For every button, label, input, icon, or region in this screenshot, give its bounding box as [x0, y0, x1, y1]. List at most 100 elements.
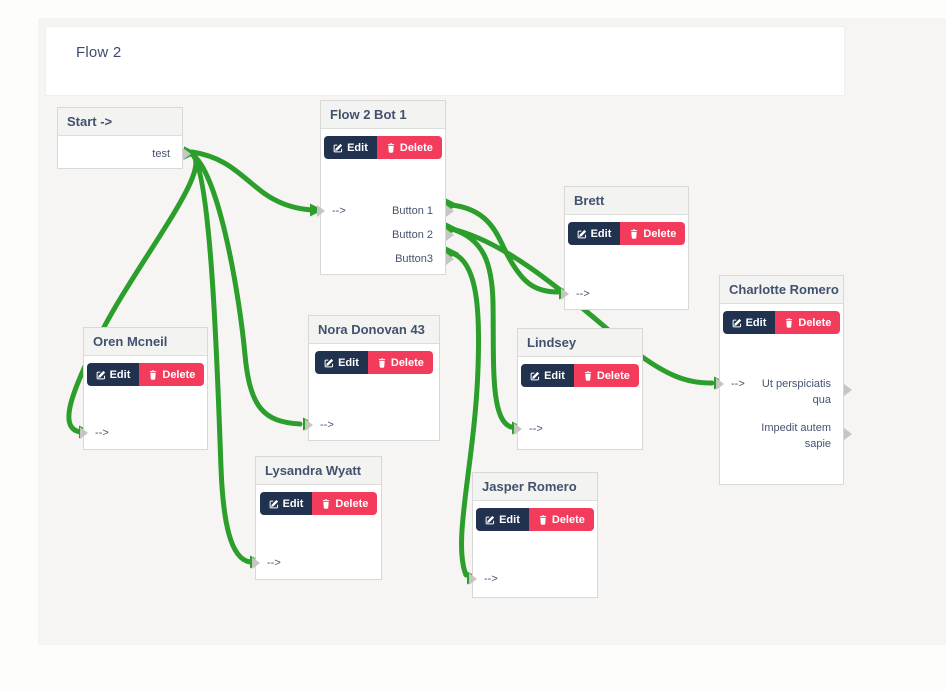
node-actions: Edit Delete	[256, 492, 381, 515]
delete-button-label: Delete	[551, 513, 585, 526]
delete-button[interactable]: Delete	[139, 363, 205, 386]
input-port[interactable]: -->	[317, 199, 346, 223]
node-actions: Edit Delete	[473, 508, 597, 531]
node-title: Lindsey	[518, 329, 642, 357]
delete-button-label: Delete	[162, 368, 196, 381]
delete-button-label: Delete	[390, 356, 424, 369]
input-port-triangle-icon	[305, 419, 313, 431]
node-actions: Edit Delete	[565, 222, 688, 245]
node-title: Flow 2 Bot 1	[321, 101, 445, 129]
output-port[interactable]: Button3	[395, 247, 454, 271]
input-ports: -->	[469, 567, 498, 591]
delete-button-label: Delete	[335, 497, 369, 510]
ports: -->	[305, 413, 439, 437]
flow-node-brett[interactable]: Brett Edit Delete -->	[561, 186, 689, 310]
input-port-label: -->	[332, 205, 346, 217]
edit-icon	[732, 318, 742, 328]
input-port-label: -->	[320, 419, 334, 431]
edit-icon	[577, 229, 587, 239]
output-port[interactable]: Button 1	[392, 199, 454, 223]
edit-button-label: Edit	[745, 316, 767, 329]
input-ports: -->	[716, 372, 745, 460]
connection-edge-start-test-to-oren-in[interactable]	[66, 151, 199, 435]
input-port-label: -->	[484, 573, 498, 585]
input-port[interactable]: -->	[469, 567, 498, 591]
output-port-label: Button 2	[392, 229, 433, 241]
trash-icon	[538, 514, 548, 525]
output-port-triangle-icon	[446, 253, 454, 265]
flow-node-flow2bot1[interactable]: Flow 2 Bot 1 Edit Delete --> Button 1 Button …	[317, 100, 454, 275]
trash-icon	[148, 369, 158, 380]
input-port[interactable]: -->	[80, 421, 109, 445]
connection-edge-start-test-to-lysandra-in[interactable]	[189, 151, 253, 565]
flow-node-lindsey[interactable]: Lindsey Edit Delete -->	[514, 328, 643, 450]
output-port[interactable]: Button 2	[392, 223, 454, 247]
edit-icon	[333, 143, 343, 153]
node-title: Charlotte Romero	[720, 276, 843, 304]
flow-node-oren[interactable]: Oren Mcneil Edit Delete -->	[80, 327, 208, 450]
delete-button[interactable]: Delete	[528, 508, 594, 531]
flow-node-nora[interactable]: Nora Donovan 43 Edit Delete -->	[305, 315, 440, 441]
node-title: Brett	[565, 187, 688, 215]
output-port-triangle-icon	[844, 384, 852, 396]
output-port-label: Ut perspiciatis qua	[761, 378, 831, 406]
delete-button-label: Delete	[643, 227, 677, 240]
input-port[interactable]: -->	[252, 551, 281, 575]
delete-button[interactable]: Delete	[573, 364, 639, 387]
output-port[interactable]: Impedit autem sapie	[759, 416, 852, 460]
input-port[interactable]: -->	[305, 413, 334, 437]
output-port[interactable]: test	[152, 142, 191, 166]
output-port-triangle-icon	[844, 428, 852, 440]
connection-edge-start-test-to-flow2bot1-in[interactable]	[189, 149, 315, 213]
input-port[interactable]: -->	[561, 282, 590, 306]
edit-button-label: Edit	[282, 497, 304, 510]
flow-node-start[interactable]: Start -> test	[57, 107, 191, 169]
flow-node-lysandra[interactable]: Lysandra Wyatt Edit Delete -->	[252, 456, 382, 580]
edit-button[interactable]: Edit	[567, 222, 621, 245]
delete-button[interactable]: Delete	[620, 222, 686, 245]
edit-button[interactable]: Edit	[476, 508, 529, 531]
input-port-label: -->	[576, 288, 590, 300]
edit-button[interactable]: Edit	[259, 492, 313, 515]
node-title: Start ->	[58, 108, 182, 136]
input-port[interactable]: -->	[514, 417, 543, 441]
ports: --> Ut perspiciatis qua Impedit autem sapi…	[716, 372, 852, 460]
input-port-triangle-icon	[716, 378, 724, 390]
output-port[interactable]: Ut perspiciatis qua	[759, 372, 852, 416]
node-actions: Edit Delete	[720, 311, 843, 334]
edit-button[interactable]: Edit	[722, 311, 776, 334]
edit-button-label: Edit	[499, 513, 520, 526]
input-port[interactable]: -->	[716, 372, 745, 396]
edit-button[interactable]: Edit	[315, 351, 368, 374]
edit-button[interactable]: Edit	[521, 364, 574, 387]
connection-edge-flow2bot1-button2-to-lindsey-in[interactable]	[449, 226, 514, 430]
trash-icon	[629, 228, 639, 239]
trash-icon	[583, 370, 593, 381]
input-port-triangle-icon	[317, 205, 325, 217]
edit-button-label: Edit	[338, 356, 359, 369]
input-port-triangle-icon	[514, 423, 522, 435]
ports: -->	[514, 417, 642, 441]
edit-button[interactable]: Edit	[86, 363, 140, 386]
delete-button-label: Delete	[399, 141, 433, 154]
input-port-triangle-icon	[469, 573, 477, 585]
delete-button[interactable]: Delete	[367, 351, 433, 374]
edit-button-label: Edit	[544, 369, 565, 382]
node-title: Nora Donovan 43	[309, 316, 439, 344]
input-ports: -->	[80, 421, 109, 445]
delete-button[interactable]: Delete	[775, 311, 841, 334]
edit-button-label: Edit	[109, 368, 131, 381]
input-port-label: -->	[529, 423, 543, 435]
ports: -->	[561, 282, 688, 306]
connection-edge-flow2bot1-button3-to-jasper-in[interactable]	[449, 250, 482, 578]
delete-button[interactable]: Delete	[376, 136, 442, 159]
output-port-label: Button3	[395, 253, 433, 265]
input-ports: -->	[252, 551, 281, 575]
edit-button[interactable]: Edit	[324, 136, 377, 159]
input-port-label: -->	[267, 557, 281, 569]
flow-node-jasper[interactable]: Jasper Romero Edit Delete -->	[469, 472, 598, 598]
connection-edge-start-test-to-nora-in[interactable]	[189, 151, 303, 427]
delete-button[interactable]: Delete	[312, 492, 378, 515]
flow-node-charlotte[interactable]: Charlotte Romero Edit Delete --> Ut perspici…	[716, 275, 852, 485]
output-ports: Button 1 Button 2 Button3	[392, 199, 454, 271]
